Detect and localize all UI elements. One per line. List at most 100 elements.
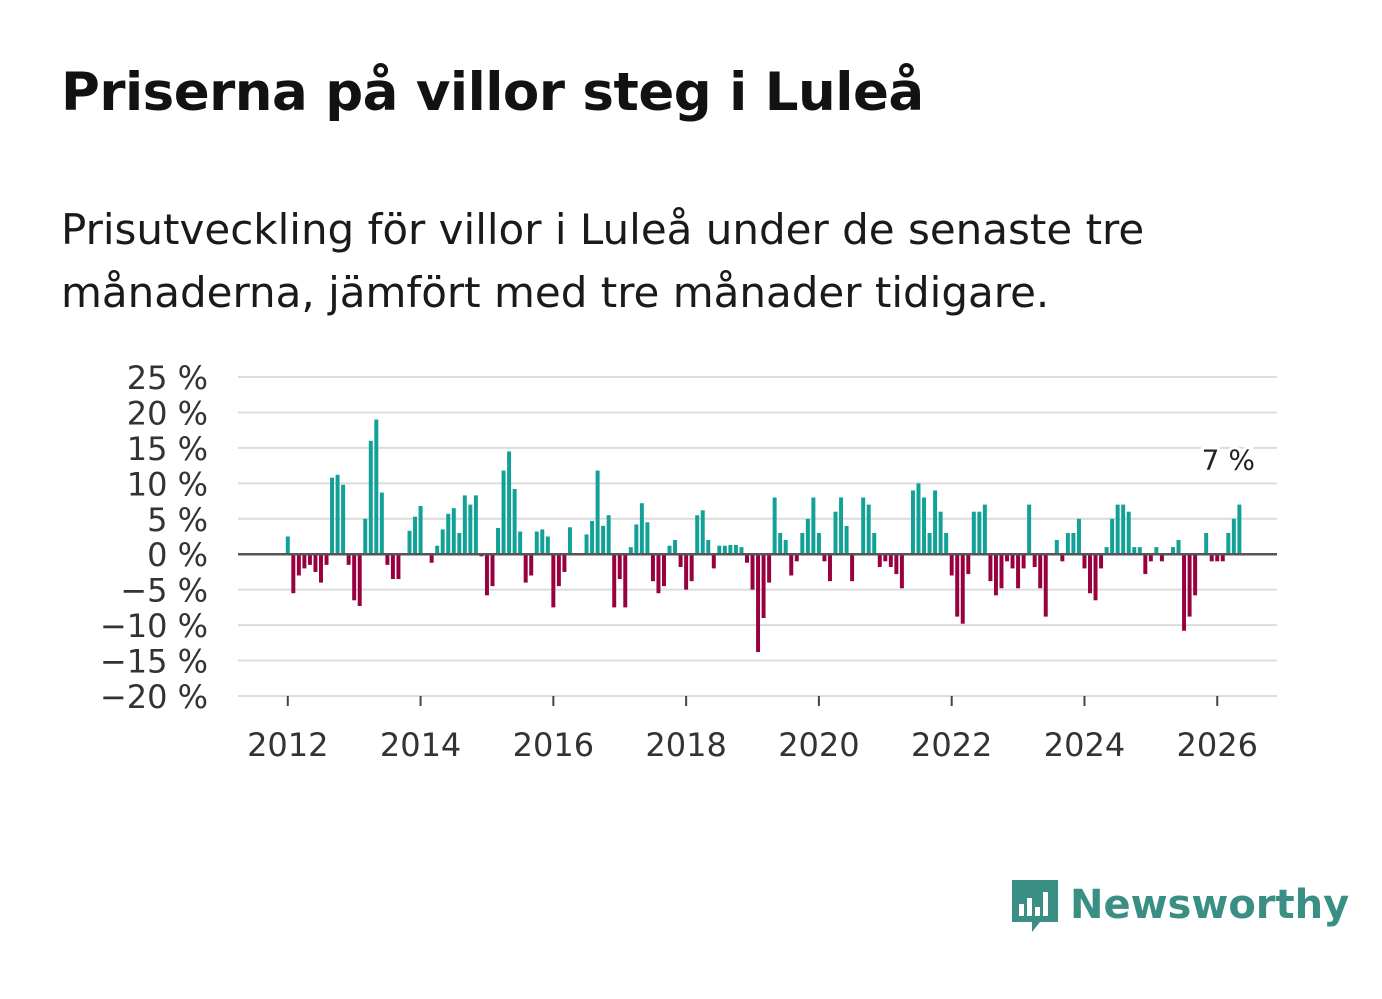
newsworthy-logo-icon bbox=[1012, 880, 1058, 932]
bar bbox=[490, 554, 495, 587]
bar bbox=[684, 554, 689, 590]
bar bbox=[1082, 554, 1087, 569]
bar bbox=[844, 525, 849, 555]
bar bbox=[512, 489, 517, 555]
bar bbox=[894, 554, 899, 575]
bar bbox=[396, 554, 401, 580]
bar bbox=[982, 504, 987, 555]
bar bbox=[944, 532, 949, 555]
bar bbox=[1043, 554, 1048, 617]
bar bbox=[1171, 547, 1175, 555]
chart-subtitle: Prisutveckling för villor i Luleå under … bbox=[61, 205, 1145, 317]
bar bbox=[612, 554, 617, 608]
bar bbox=[1005, 554, 1009, 562]
bar bbox=[833, 511, 838, 555]
bar bbox=[1038, 554, 1043, 589]
bar bbox=[418, 506, 423, 555]
bar bbox=[606, 515, 611, 555]
y-tick-label: −20 % bbox=[100, 678, 208, 716]
bar bbox=[523, 554, 528, 583]
bar bbox=[1137, 547, 1142, 555]
bar bbox=[551, 554, 556, 608]
x-tick-label: 2024 bbox=[1044, 726, 1125, 764]
bar bbox=[761, 554, 766, 619]
bar bbox=[451, 508, 456, 555]
y-tick-label: 10 % bbox=[127, 465, 208, 503]
bar bbox=[883, 554, 888, 562]
bar bbox=[695, 515, 700, 555]
bar bbox=[839, 497, 844, 555]
bar bbox=[1115, 504, 1120, 555]
bar bbox=[1088, 554, 1092, 594]
bar bbox=[861, 497, 866, 555]
bar bbox=[789, 554, 794, 576]
y-axis-labels: 25 %20 %15 %10 %5 %0 %−5 %−10 %−15 %−20 … bbox=[100, 359, 208, 716]
bar bbox=[639, 503, 644, 555]
bar bbox=[368, 440, 373, 555]
bar bbox=[484, 554, 489, 596]
bar bbox=[407, 530, 412, 555]
bar bbox=[778, 532, 783, 555]
bar bbox=[1021, 554, 1026, 569]
bar bbox=[1237, 504, 1242, 555]
bar bbox=[413, 516, 418, 555]
bar bbox=[966, 554, 971, 575]
bar bbox=[960, 554, 965, 624]
bar bbox=[717, 545, 722, 555]
bar bbox=[556, 554, 561, 587]
bar bbox=[645, 522, 650, 555]
bar bbox=[473, 495, 478, 555]
bar bbox=[1054, 540, 1059, 555]
bar bbox=[1060, 554, 1065, 562]
y-tick-label: 25 % bbox=[127, 359, 208, 397]
bar bbox=[617, 554, 622, 580]
bar bbox=[584, 534, 589, 555]
bar bbox=[850, 554, 855, 582]
bar bbox=[1071, 532, 1076, 555]
bar bbox=[650, 554, 655, 582]
bar bbox=[1187, 554, 1192, 617]
brand-logo: Newsworthy bbox=[1010, 876, 1349, 934]
bar bbox=[927, 532, 932, 555]
bar bbox=[1176, 540, 1181, 555]
bar bbox=[1209, 554, 1214, 562]
bar bbox=[739, 547, 744, 555]
bar bbox=[673, 540, 678, 555]
x-tick-label: 2026 bbox=[1177, 726, 1258, 764]
bar bbox=[1121, 504, 1126, 555]
bar bbox=[700, 510, 705, 555]
bar bbox=[296, 554, 301, 576]
bar bbox=[501, 470, 506, 555]
bar bbox=[1215, 554, 1220, 562]
y-tick-label: −10 % bbox=[100, 607, 208, 645]
bar bbox=[1065, 532, 1070, 555]
bar bbox=[335, 474, 340, 555]
bar bbox=[385, 554, 390, 565]
bar bbox=[518, 531, 523, 555]
bar bbox=[1010, 554, 1015, 569]
chart-title: Priserna på villor steg i Luleå bbox=[61, 62, 924, 123]
bar bbox=[1027, 504, 1032, 555]
bar bbox=[496, 527, 501, 555]
bar bbox=[319, 554, 323, 583]
bar bbox=[1126, 511, 1131, 555]
x-axis: 2012 2014 2016 2018 2020 2022 2024 2026 bbox=[247, 696, 1258, 764]
bar bbox=[733, 545, 738, 555]
bar bbox=[291, 554, 296, 594]
bars bbox=[285, 419, 1242, 653]
x-tick-label: 2014 bbox=[380, 726, 461, 764]
bar bbox=[1076, 518, 1081, 555]
bar bbox=[916, 483, 921, 555]
y-tick-label: 15 % bbox=[127, 430, 208, 468]
bar bbox=[938, 511, 943, 555]
bar bbox=[341, 484, 346, 555]
bar bbox=[590, 520, 595, 555]
bar bbox=[435, 545, 440, 555]
bar bbox=[595, 470, 600, 555]
bar bbox=[800, 532, 805, 555]
bar bbox=[872, 532, 877, 555]
bar bbox=[429, 554, 434, 563]
bar bbox=[1104, 547, 1109, 555]
bar bbox=[750, 554, 755, 590]
y-tick-label: 20 % bbox=[127, 394, 208, 432]
